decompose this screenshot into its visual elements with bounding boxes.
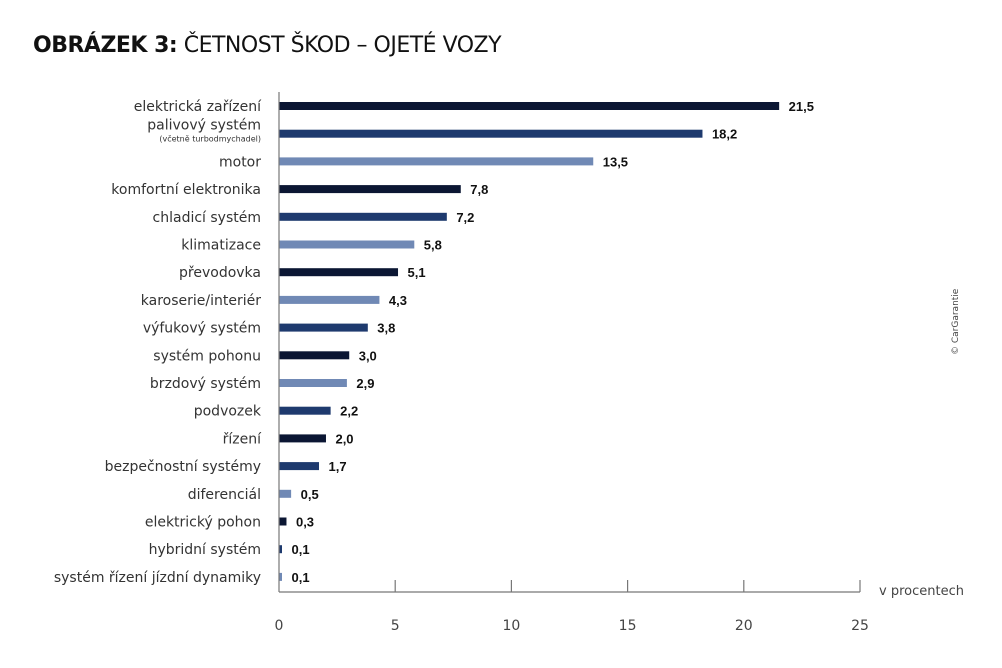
x-tick-label: 15 bbox=[619, 618, 637, 634]
bar bbox=[279, 185, 461, 194]
bar-value-label: 0,1 bbox=[292, 570, 310, 585]
bar-value-label: 21,5 bbox=[789, 99, 814, 114]
bar-value-label: 7,8 bbox=[470, 182, 488, 197]
bar-value-label: 3,0 bbox=[359, 348, 377, 363]
category-label: brzdový systém bbox=[150, 376, 261, 392]
category-label: bezpečnostní systémy bbox=[105, 459, 261, 475]
bar bbox=[279, 295, 380, 304]
category-label: motor bbox=[219, 154, 261, 170]
category-label: hybridní systém bbox=[149, 542, 261, 558]
category-sublabel: (včetně turbodmychadel) bbox=[159, 134, 261, 144]
bar bbox=[279, 406, 331, 415]
bar-value-label: 3,8 bbox=[377, 321, 395, 336]
bar bbox=[279, 489, 292, 498]
category-label: karoserie/interiér bbox=[141, 293, 261, 309]
x-tick-label: 10 bbox=[502, 618, 520, 634]
category-label: elektrický pohon bbox=[145, 515, 261, 531]
bar bbox=[279, 517, 287, 526]
chart-title: OBRÁZEK 3: ČETNOST ŠKOD – OJETÉ VOZY bbox=[33, 33, 502, 58]
category-label: komfortní elektronika bbox=[111, 182, 261, 198]
bar-value-label: 1,7 bbox=[329, 459, 347, 474]
copyright-note: © CarGarantie bbox=[951, 288, 961, 355]
bar bbox=[279, 157, 594, 166]
category-label: řízení bbox=[223, 431, 262, 447]
x-axis: 0 5 10 15 20 25 v procentech bbox=[275, 92, 964, 634]
bar bbox=[279, 434, 326, 443]
category-label: systém pohonu bbox=[153, 348, 261, 364]
bar-value-label: 18,2 bbox=[712, 127, 737, 142]
bars-layer: 21,5 elektrická zařízení 18,2 palivový syst… bbox=[54, 99, 814, 586]
bar-value-label: 4,3 bbox=[389, 293, 407, 308]
bar bbox=[279, 379, 347, 387]
bar bbox=[279, 129, 703, 138]
bar-value-label: 2,9 bbox=[356, 376, 374, 391]
bar-value-label: 7,2 bbox=[456, 210, 474, 225]
category-label: chladicí systém bbox=[153, 210, 261, 226]
bar bbox=[279, 240, 415, 249]
bar bbox=[279, 323, 368, 332]
bar-value-label: 0,3 bbox=[296, 515, 314, 530]
bar bbox=[279, 351, 350, 360]
bar bbox=[279, 572, 282, 581]
x-tick-label: 0 bbox=[275, 618, 284, 634]
bar-value-label: 2,2 bbox=[340, 404, 358, 419]
bar-value-label: 5,1 bbox=[408, 265, 426, 280]
bar-value-label: 5,8 bbox=[424, 238, 442, 253]
bar-value-label: 2,0 bbox=[335, 431, 353, 446]
bar-value-label: 0,1 bbox=[292, 542, 310, 557]
bar bbox=[279, 268, 399, 277]
category-label: diferenciál bbox=[188, 487, 261, 503]
x-tick-label: 20 bbox=[735, 618, 753, 634]
bar bbox=[279, 545, 282, 554]
category-label: výfukový systém bbox=[143, 321, 261, 337]
x-axis-title: v procentech bbox=[879, 584, 964, 599]
chart-title-text: ČETNOST ŠKOD – OJETÉ VOZY bbox=[183, 33, 502, 58]
category-label: palivový systém bbox=[147, 118, 261, 134]
x-tick-label: 25 bbox=[851, 618, 869, 634]
bar-value-label: 13,5 bbox=[603, 154, 628, 169]
bar-value-label: 0,5 bbox=[301, 487, 319, 502]
category-label: převodovka bbox=[179, 265, 261, 281]
bar bbox=[279, 212, 447, 221]
category-label: podvozek bbox=[194, 404, 262, 420]
category-label: elektrická zařízení bbox=[134, 99, 262, 115]
bar bbox=[279, 462, 320, 471]
category-label: klimatizace bbox=[181, 238, 261, 254]
x-tick-label: 5 bbox=[391, 618, 400, 634]
chart-title-prefix: OBRÁZEK 3: bbox=[33, 33, 178, 58]
category-label: systém řízení jízdní dynamiky bbox=[54, 570, 261, 586]
bar bbox=[279, 102, 780, 110]
